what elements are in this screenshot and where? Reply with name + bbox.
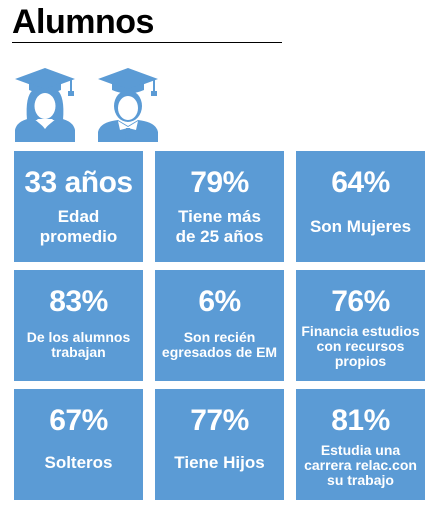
stat-label: Son Mujeres (309, 217, 412, 236)
stat-value: 79% (190, 166, 249, 199)
stat-tile-carrera-relacionada: 81% Estudia una carrera relac.con su tra… (296, 389, 425, 500)
stat-tile-mas-de-25: 79% Tiene más de 25 años (155, 151, 284, 262)
stat-label: Financia estudios con recursos propios (301, 323, 420, 369)
stat-label: De los alumnos trabajan (26, 329, 131, 360)
stat-tile-edad-promedio: 33 años Edad promedio (14, 151, 143, 262)
stat-tile-mujeres: 64% Son Mujeres (296, 151, 425, 262)
stat-value: 64% (331, 166, 390, 199)
stat-label: Solteros (44, 453, 113, 472)
title-underline (12, 42, 282, 43)
stat-value: 33 años (24, 166, 133, 199)
stat-value: 67% (49, 404, 108, 437)
stat-tile-recursos-propios: 76% Financia estudios con recursos propi… (296, 270, 425, 381)
page-title: Alumnos (12, 3, 154, 41)
stat-tile-trabajan: 83% De los alumnos trabajan (14, 270, 143, 381)
stats-grid: 33 años Edad promedio 79% Tiene más de 2… (14, 151, 425, 501)
female-graduate-icon (15, 68, 75, 142)
stat-tile-hijos: 77% Tiene Hijos (155, 389, 284, 500)
stat-value: 76% (331, 285, 390, 318)
stat-value: 81% (331, 404, 390, 437)
male-graduate-icon (98, 68, 158, 142)
stat-label: Son recién egresados de EM (161, 329, 278, 360)
stat-label: Estudia una carrera relac.con su trabajo (304, 442, 417, 488)
stat-value: 83% (49, 285, 108, 318)
stat-value: 6% (198, 285, 241, 318)
stat-label: Tiene más de 25 años (175, 207, 264, 246)
stat-tile-egresados-em: 6% Son recién egresados de EM (155, 270, 284, 381)
stat-value: 77% (190, 404, 249, 437)
stat-tile-solteros: 67% Solteros (14, 389, 143, 500)
stat-label: Tiene Hijos (174, 453, 265, 472)
stat-label: Edad promedio (39, 207, 118, 246)
